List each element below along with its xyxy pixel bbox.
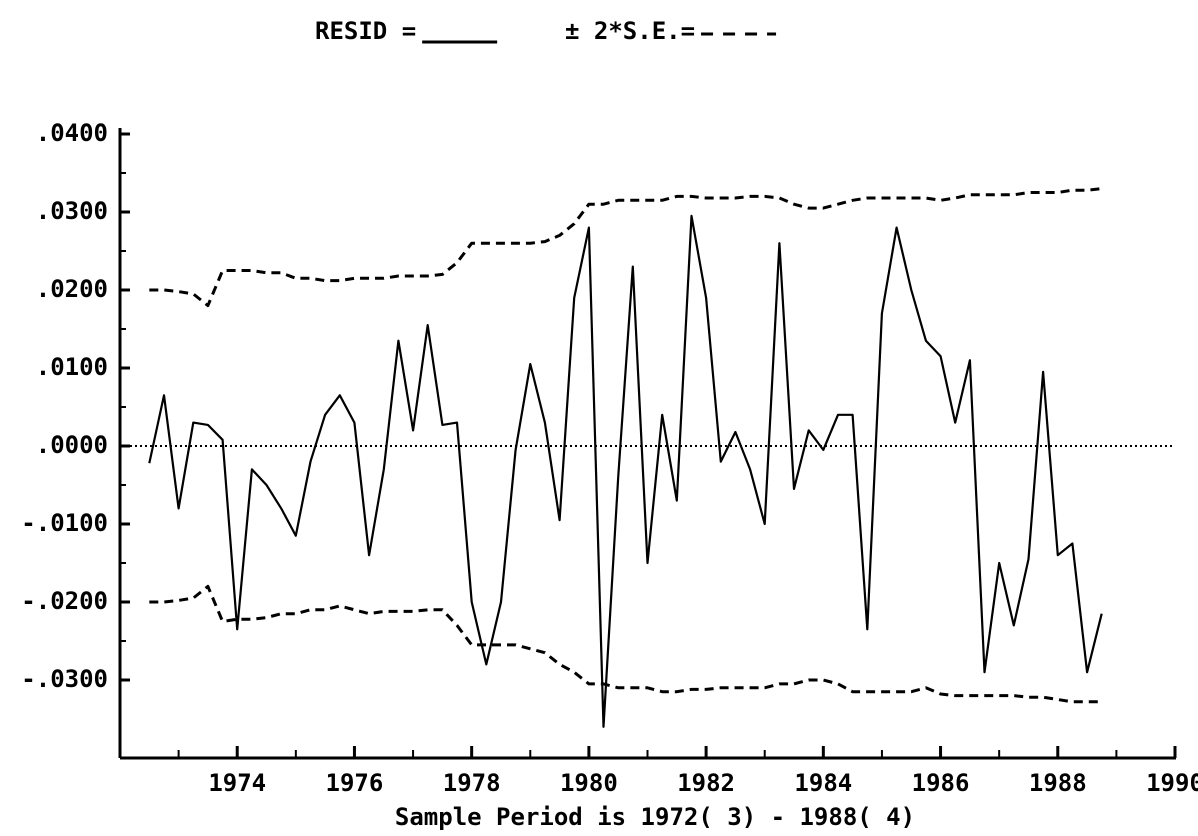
- x-tick-label: 1976: [326, 769, 384, 797]
- x-tick-label: 1980: [560, 769, 618, 797]
- legend-label: RESID =: [315, 17, 416, 45]
- y-tick-label: .0300: [36, 197, 108, 225]
- y-tick-label: .0100: [36, 353, 108, 381]
- x-tick-label: 1984: [794, 769, 852, 797]
- y-tick-label: .0400: [36, 119, 108, 147]
- band-line-upper: [149, 187, 1102, 308]
- y-tick-label: -.0300: [21, 665, 108, 693]
- band-line-lower: [149, 584, 1102, 704]
- y-tick-label: .0000: [36, 431, 108, 459]
- x-axis-label: Sample Period is 1972( 3) - 1988( 4): [395, 803, 915, 831]
- x-tick-label: 1974: [208, 769, 266, 797]
- y-tick-label: -.0200: [21, 587, 108, 615]
- legend-label: ± 2*S.E.=: [565, 17, 695, 45]
- x-tick-label: 1986: [912, 769, 970, 797]
- x-tick-label: 1978: [443, 769, 501, 797]
- x-tick-label: 1982: [677, 769, 735, 797]
- x-tick-label: 1990: [1146, 769, 1198, 797]
- x-tick-label: 1988: [1029, 769, 1087, 797]
- y-tick-label: -.0100: [21, 509, 108, 537]
- y-tick-label: .0200: [36, 275, 108, 303]
- data-line: [148, 214, 1103, 728]
